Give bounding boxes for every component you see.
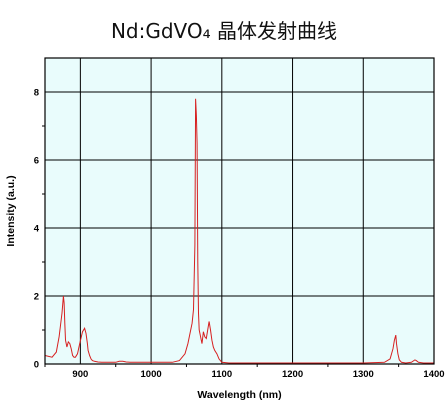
chart-title: Nd:GdVO₄ 晶体发射曲线 xyxy=(110,19,338,43)
y-tick-label: 4 xyxy=(34,224,40,235)
x-tick-label: 1000 xyxy=(141,369,162,380)
ticks: 900 1000 1100 1200 1300 1400 0 2 4 6 8 xyxy=(34,88,445,381)
grid xyxy=(45,58,434,364)
x-tick-label: 1300 xyxy=(353,369,374,380)
y-tick-label: 8 xyxy=(34,88,39,99)
series-line xyxy=(44,98,434,364)
plot-area xyxy=(45,58,434,364)
x-tick-label: 900 xyxy=(72,369,88,380)
x-axis-label: Wavelength (nm) xyxy=(197,389,281,401)
y-tick-label: 0 xyxy=(34,360,39,371)
y-tick-label: 2 xyxy=(34,292,39,303)
y-axis-label: Intensity (a.u.) xyxy=(5,175,17,246)
x-tick-label: 1100 xyxy=(212,369,233,380)
x-tick-label: 1200 xyxy=(282,369,303,380)
y-tick-label: 6 xyxy=(34,156,39,167)
plot-frame xyxy=(44,57,435,365)
x-tick-label: 1400 xyxy=(423,369,444,380)
